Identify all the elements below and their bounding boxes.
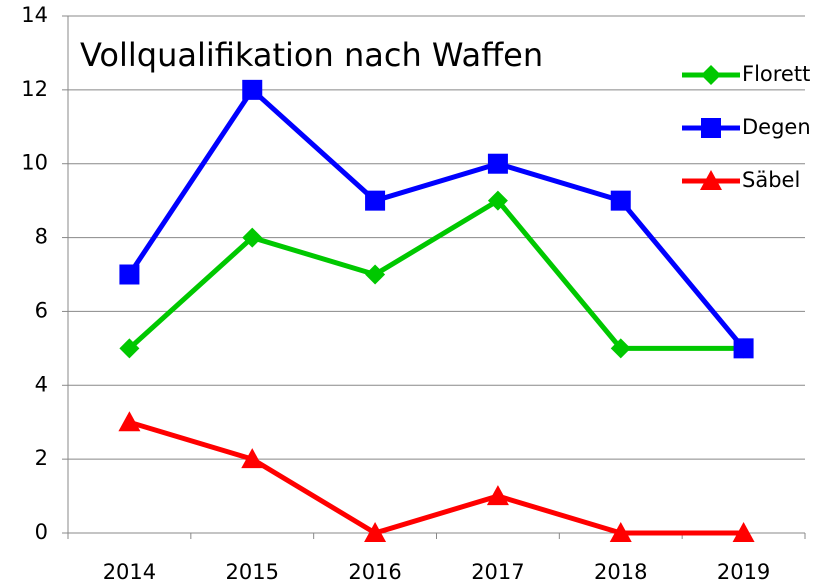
y-tick-label: 6: [35, 298, 48, 322]
legend-marker: [701, 65, 721, 85]
chart-title: Vollqualifikation nach Waffen: [80, 36, 543, 74]
marker: [732, 522, 755, 542]
series-line: [127, 87, 746, 350]
y-tick-label: 0: [35, 520, 48, 544]
marker: [242, 227, 263, 248]
marker: [486, 485, 509, 506]
legend-marker: [701, 118, 721, 138]
marker: [487, 153, 508, 174]
marker: [242, 79, 263, 100]
x-tick-label: 2017: [471, 560, 524, 584]
y-tick-label: 4: [35, 372, 48, 396]
marker: [610, 190, 631, 211]
y-tick-label: 12: [21, 77, 48, 101]
legend-label: Degen: [742, 115, 811, 139]
x-tick-label: 2018: [594, 560, 647, 584]
marker: [118, 411, 141, 432]
legend-label: Florett: [742, 62, 810, 86]
marker: [733, 338, 754, 359]
y-tick-label: 2: [35, 446, 48, 470]
marker: [119, 264, 140, 285]
y-tick-label: 14: [21, 3, 48, 27]
series-line: [128, 419, 744, 536]
marker: [241, 448, 264, 469]
marker: [609, 522, 632, 542]
x-tick-label: 2014: [103, 560, 156, 584]
marker: [610, 338, 631, 359]
marker: [119, 338, 140, 359]
y-tick-label: 10: [21, 151, 48, 175]
x-tick-label: 2015: [226, 560, 279, 584]
legend-marker: [700, 170, 722, 190]
marker: [365, 264, 386, 285]
x-tick-label: 2019: [717, 560, 770, 584]
x-tick-label: 2016: [348, 560, 401, 584]
legend-label: Säbel: [742, 168, 800, 192]
marker: [487, 190, 508, 211]
y-tick-label: 8: [35, 225, 48, 249]
marker: [365, 190, 386, 211]
series-line: [127, 198, 744, 351]
marker: [364, 522, 387, 542]
